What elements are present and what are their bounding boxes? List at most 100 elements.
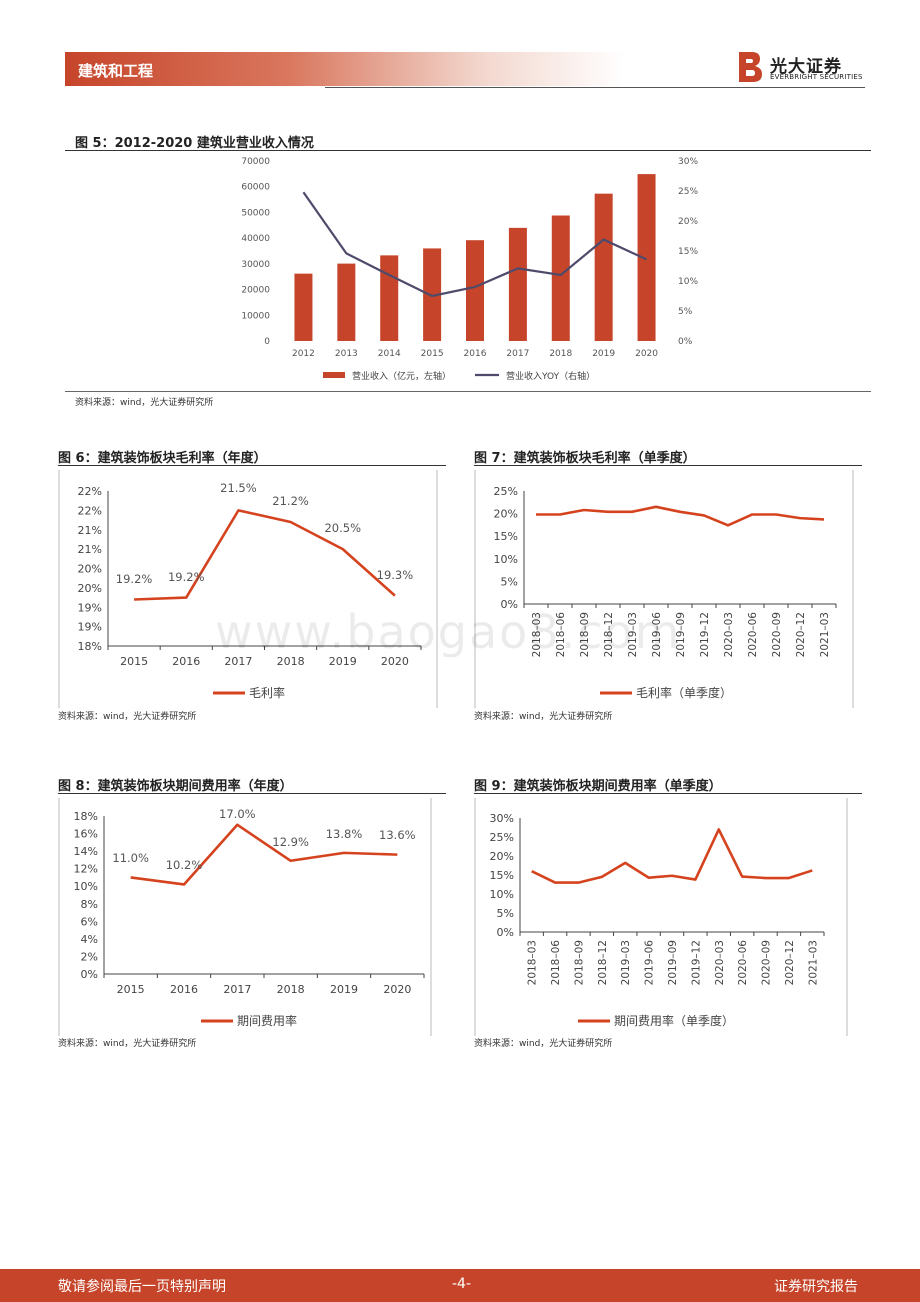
fig7-top-rule — [474, 465, 862, 466]
page-number: -4- — [452, 1276, 472, 1292]
fig5-legend-bar-label: 营业收入（亿元，左轴） — [352, 370, 451, 382]
fig5-x-tick: 2018 — [549, 349, 572, 359]
fig9-x-tick: 2020–06 — [737, 940, 749, 986]
fig8-y-tick: 4% — [81, 933, 98, 946]
fig9-x-tick: 2021–03 — [807, 940, 819, 985]
fig9-y-tick: 20% — [490, 850, 514, 863]
fig8-data-label: 17.0% — [219, 807, 256, 821]
fig8-data-label: 10.2% — [166, 858, 203, 872]
fig6-source: 资料来源：wind，光大证券研究所 — [58, 712, 197, 722]
fig6-legend-label: 毛利率 — [249, 685, 285, 700]
fig5-y-right-tick: 10% — [678, 277, 698, 287]
fig7-x-tick: 2020–03 — [723, 612, 735, 657]
fig5-y-left-tick: 60000 — [241, 183, 270, 193]
fig8-data-label: 11.0% — [112, 851, 149, 865]
fig5-bar — [551, 215, 570, 341]
fig6-y-tick: 20% — [78, 563, 102, 576]
fig8-y-tick: 12% — [74, 863, 98, 876]
fig8-x-tick: 2016 — [170, 983, 198, 996]
fig8-series-line — [130, 823, 398, 886]
fig6-y-tick: 20% — [78, 582, 102, 595]
fig7-x-tick: 2020–06 — [747, 612, 759, 658]
brand-name: 光大证券 — [770, 57, 842, 77]
fig6-y-tick: 22% — [78, 504, 102, 517]
fig9-y-tick: 0% — [497, 926, 514, 939]
fig8-data-label: 12.9% — [272, 835, 309, 849]
fig5-legend-bar-swatch — [323, 372, 345, 378]
fig9-x-tick: 2018–03 — [527, 940, 539, 985]
fig6-data-label: 21.5% — [220, 481, 257, 495]
fig7-series-line — [536, 505, 825, 527]
fig8-source: 资料来源：wind，光大证券研究所 — [58, 1039, 197, 1049]
fig8-y-tick: 0% — [81, 968, 98, 981]
fig7-y-tick: 10% — [494, 553, 518, 566]
fig9-top-rule — [474, 793, 862, 794]
fig5-y-right-tick: 5% — [678, 307, 693, 317]
footer-report-type: 证券研究报告 — [774, 1279, 858, 1295]
fig7-x-tick: 2018–12 — [603, 612, 615, 657]
fig5-title: 图 5：2012-2020 建筑业营业收入情况 — [75, 136, 314, 151]
fig9-x-tick: 2020–12 — [784, 940, 796, 985]
fig5-bar — [423, 248, 442, 341]
fig9-title: 图 9：建筑装饰板块期间费用率（单季度） — [474, 779, 722, 794]
fig7-x-tick: 2021–03 — [819, 612, 831, 657]
fig5-y-left-tick: 0 — [264, 337, 270, 347]
fig8-title: 图 8：建筑装饰板块期间费用率（年度） — [58, 779, 293, 794]
fig7-title: 图 7：建筑装饰板块毛利率（单季度） — [474, 451, 696, 466]
fig9-legend-label: 期间费用率（单季度） — [614, 1013, 734, 1028]
fig7-x-tick: 2018–09 — [579, 612, 591, 657]
header-banner — [65, 52, 625, 86]
fig5-legend-line-label: 营业收入YOY（右轴） — [506, 370, 595, 382]
fig5-bar — [337, 263, 356, 341]
fig6-data-label: 20.5% — [324, 521, 361, 535]
fig8-x-tick: 2018 — [277, 983, 305, 996]
fig9-x-tick: 2019–06 — [644, 940, 656, 986]
fig8-chart: 0% 2% 4% 6% 8% 10% 12% 14% 16% 18% 2015 2016 2017 201… — [58, 798, 432, 1036]
fig9-x-tick: 2019–12 — [690, 940, 702, 985]
watermark: www.baogao8.com — [215, 605, 682, 659]
fig6-x-tick: 2017 — [224, 655, 252, 668]
fig7-y-tick: 20% — [494, 508, 518, 521]
fig7-chart: 0% 5% 10% 15% 20% 25% 2018–03 2018–06 2018–09 201… — [474, 470, 854, 708]
fig5-y-right-tick: 15% — [678, 247, 698, 257]
fig8-y-tick: 6% — [81, 915, 98, 928]
fig6-data-label: 19.2% — [116, 572, 153, 586]
fig7-x-tick: 2018–06 — [555, 612, 567, 658]
brand-logo-icon — [739, 52, 762, 82]
fig8-y-tick: 14% — [74, 845, 98, 858]
fig5-bar — [594, 193, 613, 341]
fig7-x-tick: 2019–03 — [627, 612, 639, 657]
fig7-legend-label: 毛利率（单季度） — [636, 685, 732, 700]
fig6-x-tick: 2016 — [172, 655, 200, 668]
brand-name-en: EVERBRIGHT SECURITIES — [770, 73, 863, 81]
fig5-x-tick: 2012 — [292, 349, 315, 359]
fig5-yoy-line — [302, 191, 648, 298]
fig6-y-tick: 19% — [78, 621, 102, 634]
fig7-x-tick: 2018–03 — [531, 612, 543, 657]
fig9-x-tick: 2019–09 — [667, 940, 679, 985]
fig7-x-tick: 2019–09 — [675, 612, 687, 657]
fig6-y-tick: 18% — [78, 640, 102, 653]
fig9-x-tick: 2020–09 — [761, 940, 773, 985]
header-rule — [325, 87, 865, 88]
fig5-x-tick: 2015 — [421, 349, 444, 359]
fig5-y-left-tick: 40000 — [241, 234, 270, 244]
fig6-top-rule — [58, 465, 446, 466]
fig7-x-tick: 2019–06 — [651, 612, 663, 658]
fig9-y-tick: 25% — [490, 831, 514, 844]
fig6-data-label: 19.2% — [168, 570, 205, 584]
fig9-y-tick: 5% — [497, 907, 514, 920]
fig5-x-tick: 2019 — [592, 349, 615, 359]
fig5-x-tick: 2017 — [506, 349, 529, 359]
fig5-chart: 0 10000 20000 30000 40000 50000 60000 70000 0% 5%… — [241, 157, 698, 382]
fig5-x-tick: 2016 — [464, 349, 487, 359]
fig5-y-left-tick: 10000 — [241, 311, 270, 321]
fig5-x-tick: 2014 — [378, 349, 401, 359]
fig5-y-left-tick: 20000 — [241, 286, 270, 296]
fig6-x-tick: 2020 — [381, 655, 409, 668]
fig5-y-right-tick: 0% — [678, 337, 693, 347]
fig6-y-tick: 19% — [78, 601, 102, 614]
section-title: 建筑和工程 — [78, 62, 154, 80]
fig6-y-tick: 21% — [78, 543, 102, 556]
fig8-x-tick: 2017 — [223, 983, 251, 996]
